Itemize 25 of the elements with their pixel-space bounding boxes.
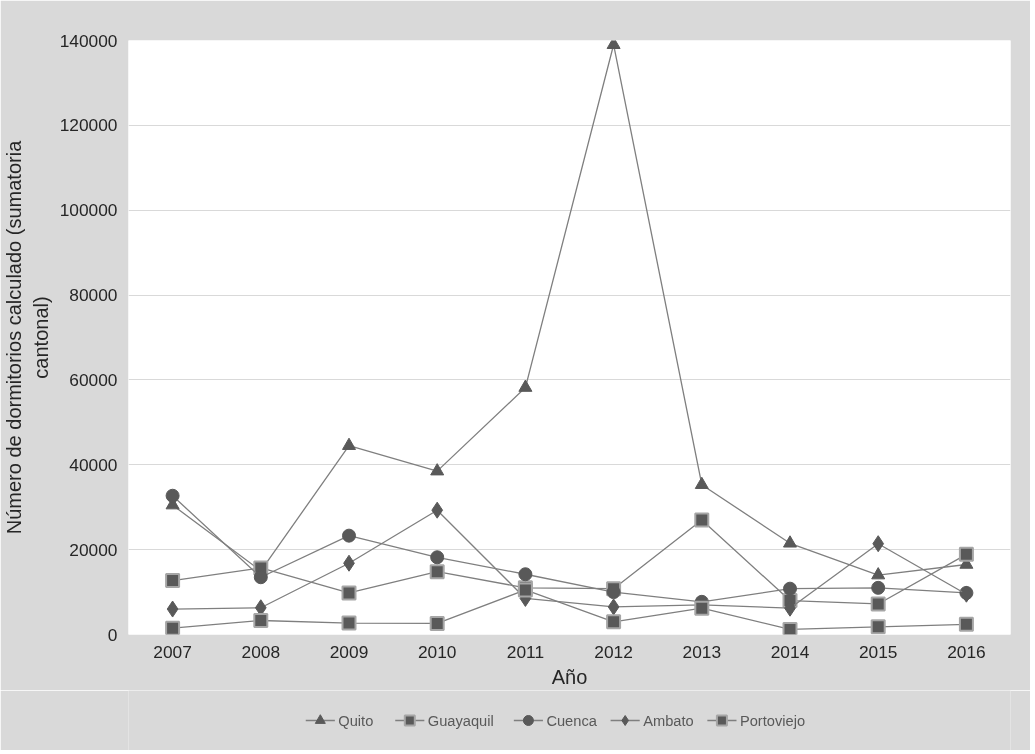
y-tick-label: 20000 <box>69 539 118 560</box>
x-tick-label: 2010 <box>417 641 457 662</box>
y-tick-label: 140000 <box>59 30 118 51</box>
x-tick-label: 2009 <box>329 641 369 662</box>
legend-label: Ambato <box>643 712 694 729</box>
legend-label: Quito <box>338 712 374 729</box>
x-tick-label: 2007 <box>153 641 192 662</box>
y-axis-title: Número de dormitorios calculado (sumatoria cantonal) <box>3 139 52 535</box>
y-tick-label: 100000 <box>59 200 118 221</box>
x-tick-label: 2008 <box>241 641 281 662</box>
x-axis-title: Año <box>551 665 588 688</box>
x-tick-label: 2012 <box>594 641 633 662</box>
x-tick-label: 2014 <box>770 641 810 662</box>
x-tick-label: 2016 <box>947 641 986 662</box>
y-tick-label: 0 <box>107 624 118 645</box>
y-tick-label: 120000 <box>59 115 118 136</box>
legend-label: Portoviejo <box>739 712 806 729</box>
x-tick-label: 2011 <box>506 641 545 662</box>
y-tick-label: 40000 <box>69 454 118 475</box>
x-tick-label: 2013 <box>682 641 722 662</box>
x-tick-label: 2015 <box>858 641 898 662</box>
legend-label: Cuenca <box>546 712 598 729</box>
legend-label: Guayaquil <box>427 712 494 729</box>
y-tick-label: 60000 <box>69 369 118 390</box>
y-tick-label: 80000 <box>69 285 118 306</box>
